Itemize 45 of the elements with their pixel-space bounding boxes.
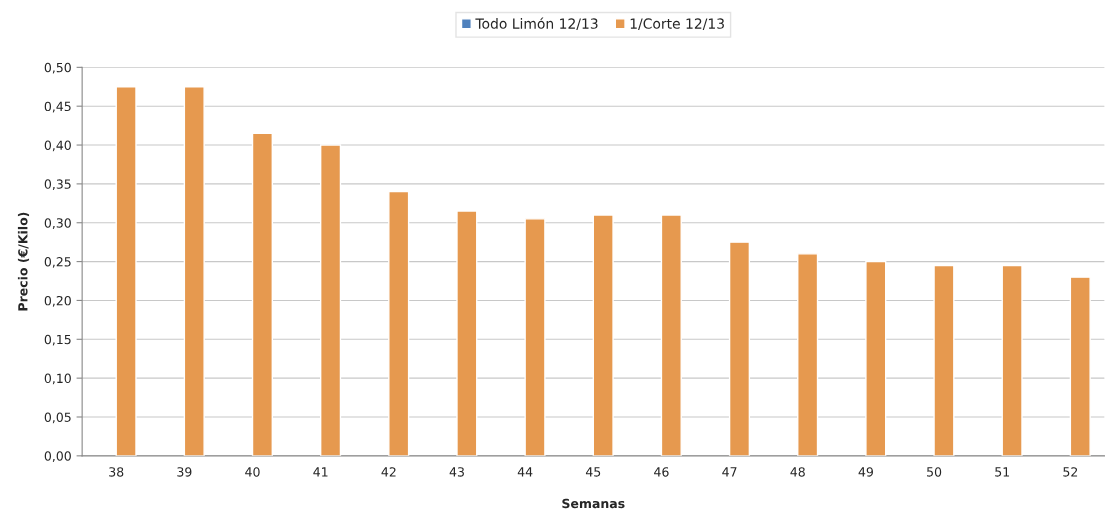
bar	[728, 241, 751, 456]
y-tick-label: 0,10	[44, 373, 71, 385]
x-tick-label: 39	[177, 467, 192, 477]
bar	[524, 218, 546, 456]
x-tick-label: 43	[449, 467, 464, 477]
y-tick-label: 0,05	[44, 412, 71, 424]
bar	[797, 253, 819, 456]
bar	[1001, 264, 1023, 456]
x-tick-label: 51	[995, 467, 1010, 477]
x-tick-label: 40	[245, 467, 260, 477]
y-tick-label: 0,25	[44, 257, 71, 268]
bar	[183, 86, 205, 456]
y-tick-label: 0,15	[44, 334, 71, 346]
legend-label: Todo Limón 12/13	[475, 17, 598, 30]
bar	[660, 214, 682, 456]
legend-label: 1/Corte 12/13	[630, 18, 724, 30]
bar	[933, 264, 955, 456]
y-tick-label: 0,40	[44, 140, 71, 152]
bar	[865, 260, 887, 456]
x-tick-label: 44	[517, 467, 533, 477]
bar	[319, 144, 342, 456]
y-tick-label: 0,35	[44, 179, 71, 191]
y-tick-label: 0,30	[44, 218, 71, 229]
x-tick-label: 45	[585, 467, 601, 477]
y-tick-label: 0,20	[44, 295, 71, 307]
x-tick-label: 41	[313, 467, 328, 477]
bar	[592, 214, 614, 456]
x-tick-label: 42	[381, 467, 396, 477]
x-tick-label: 48	[790, 467, 805, 477]
x-tick-label: 50	[927, 467, 942, 477]
bar	[388, 190, 410, 456]
x-tick-label: 52	[1063, 467, 1078, 477]
bar	[115, 86, 137, 456]
y-tick-label: 0,50	[44, 62, 71, 74]
x-tick-label: 38	[109, 467, 124, 477]
x-tick-label: 47	[722, 467, 737, 477]
y-tick-label: 0,45	[44, 101, 71, 113]
y-tick-label: 0,00	[44, 451, 71, 463]
x-axis-title: Semanas	[562, 498, 625, 509]
x-tick-label: 49	[858, 467, 873, 477]
bar	[1069, 276, 1091, 456]
y-axis-title: Precio (€/Kilo)	[17, 212, 30, 311]
x-tick-label: 46	[654, 467, 669, 477]
bar	[251, 132, 273, 456]
bar	[456, 210, 478, 456]
